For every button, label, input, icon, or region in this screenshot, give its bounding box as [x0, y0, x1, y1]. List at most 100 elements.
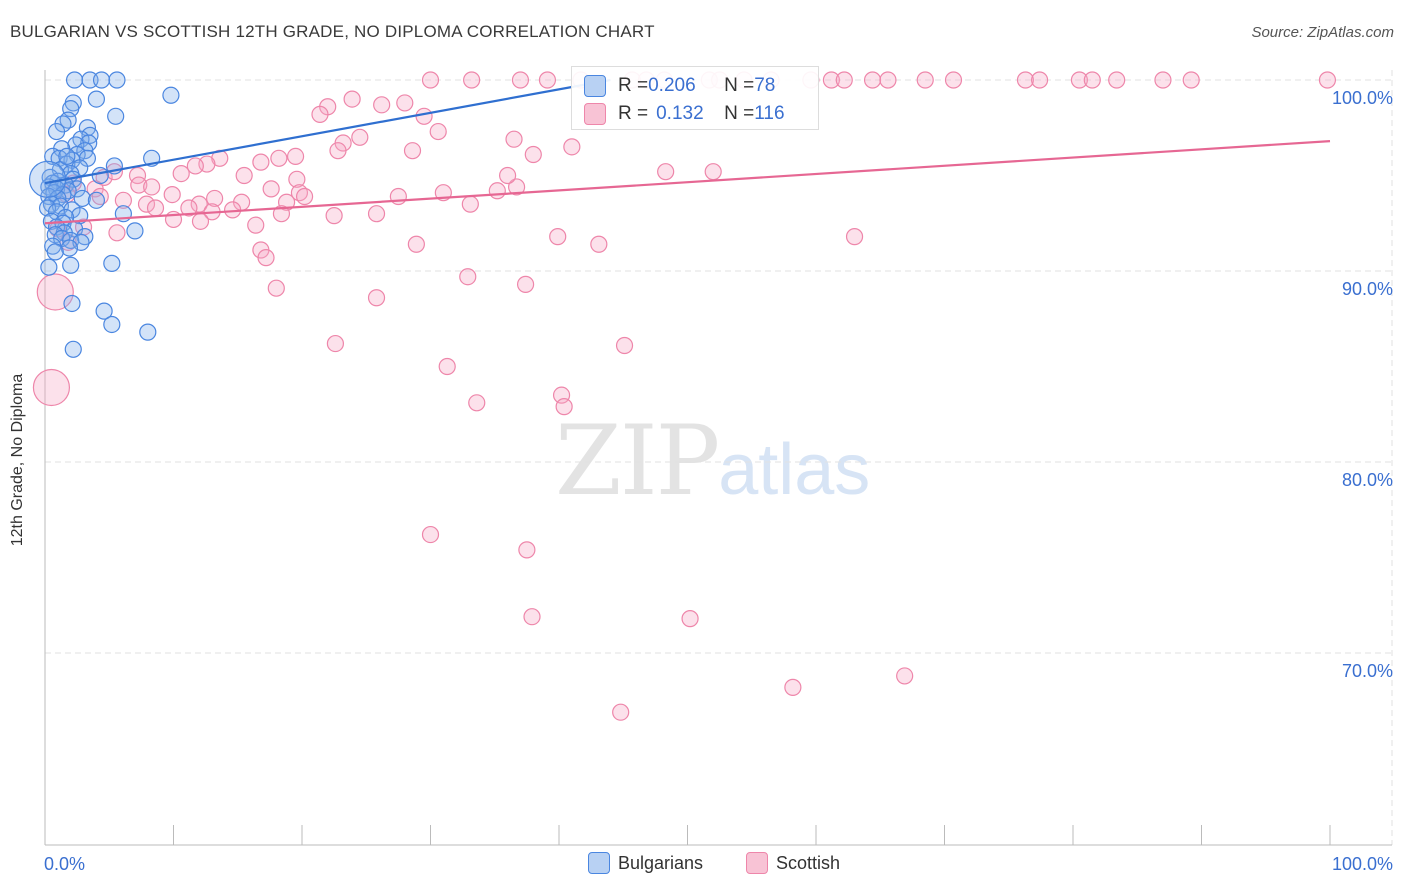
- scottish-point: [421, 525, 440, 544]
- scottish-point: [1182, 71, 1200, 89]
- scottish-point: [916, 71, 934, 89]
- y-tick-label: 80.0%: [1342, 470, 1393, 490]
- scottish-point: [461, 195, 479, 213]
- scottish-point: [879, 71, 897, 89]
- bulgarians-point: [87, 90, 106, 108]
- scottish-point: [286, 147, 305, 165]
- scottish-point: [252, 153, 270, 171]
- bulgarians-point: [91, 166, 109, 185]
- scottish-point: [784, 678, 802, 696]
- scottish-point: [235, 166, 253, 185]
- tick-labels: 70.0% 80.0% 90.0% 100.0% 0.0% 100.0%: [44, 88, 1393, 874]
- scottish-point: [114, 191, 132, 209]
- scottish-point: [463, 71, 481, 89]
- bulgarians-point: [95, 302, 113, 320]
- scottish-point: [247, 216, 265, 234]
- scottish-point: [262, 180, 280, 198]
- legend-label: Scottish: [776, 852, 841, 873]
- scottish-point: [523, 608, 541, 626]
- scottish-point: [325, 207, 343, 225]
- bulgarians-point: [47, 122, 66, 141]
- bulgarians-swatch: [588, 852, 610, 874]
- bulgarians-point: [64, 340, 82, 358]
- scottish-point: [1108, 71, 1126, 89]
- scottish-point: [845, 228, 864, 246]
- scottish-point: [1154, 71, 1172, 89]
- scottish-point: [488, 182, 506, 200]
- bulgarians-point: [108, 71, 126, 89]
- bulgarians-point: [40, 258, 58, 276]
- axes: [44, 70, 1392, 846]
- scottish-point: [326, 334, 345, 353]
- scottish-point: [329, 142, 347, 160]
- bulgarians-trend-line: [44, 78, 611, 185]
- series-scottish: [32, 71, 1337, 721]
- scottish-point: [657, 163, 675, 181]
- scottish-point: [311, 105, 329, 123]
- scottish-swatch: [584, 103, 606, 125]
- y-tick-label: 100.0%: [1332, 88, 1393, 108]
- scottish-point: [295, 187, 314, 206]
- scottish-point: [407, 235, 425, 253]
- scottish-swatch: [746, 852, 768, 874]
- scottish-point: [822, 71, 841, 89]
- scottish-point: [143, 178, 161, 196]
- bulgarians-point: [44, 147, 62, 165]
- bulgarians-point: [139, 323, 157, 341]
- scottish-point: [343, 90, 361, 108]
- r-value: 0.206: [648, 75, 696, 96]
- scottish-point: [137, 195, 156, 213]
- watermark: ZIPatlas: [555, 405, 870, 517]
- scottish-point: [704, 163, 722, 181]
- scottish-trend-line: [44, 140, 1331, 225]
- x-tick-label: 0.0%: [44, 854, 85, 874]
- trend-lines: [44, 78, 1331, 225]
- scottish-point: [459, 268, 477, 286]
- scottish-point: [163, 186, 181, 204]
- scottish-point: [267, 279, 285, 297]
- scottish-point: [563, 138, 581, 156]
- scottish-point: [612, 703, 630, 721]
- scottish-point: [257, 249, 275, 267]
- n-value: 116: [754, 103, 785, 124]
- y-tick-label: 70.0%: [1342, 661, 1393, 681]
- watermark-zip: ZIP: [555, 405, 720, 517]
- bulgarians-point: [103, 315, 121, 334]
- scottish-point: [505, 130, 523, 148]
- scottish-point: [367, 289, 386, 307]
- scottish-point: [288, 170, 306, 188]
- scottish-point: [206, 189, 224, 208]
- scottish-point: [944, 71, 963, 89]
- scottish-point: [1083, 71, 1101, 89]
- scottish-point: [190, 195, 208, 213]
- legend-item-bulgarians[interactable]: Bulgarians: [588, 852, 703, 874]
- legend-item-scottish[interactable]: Scottish: [746, 852, 840, 874]
- scottish-point: [438, 357, 456, 376]
- bulgarians-point: [92, 71, 111, 89]
- bulgarians-point: [73, 189, 91, 208]
- bulgarians-swatch: [584, 75, 606, 97]
- watermark-atlas: atlas: [718, 430, 871, 510]
- bulgarians-point: [60, 239, 79, 257]
- source-label: Source: ZipAtlas.com: [1251, 24, 1394, 41]
- scottish-point: [373, 96, 391, 114]
- scottish-point: [516, 275, 535, 293]
- bulgarians-point: [63, 294, 81, 313]
- scottish-point: [172, 164, 190, 183]
- n-label: N =: [724, 103, 755, 124]
- r-value: 0.132: [656, 103, 704, 124]
- bulgarians-point: [126, 222, 144, 240]
- scottish-point: [108, 224, 126, 242]
- scottish-point: [499, 166, 517, 185]
- scottish-point: [272, 205, 291, 223]
- scottish-point: [180, 199, 198, 217]
- n-value: 78: [754, 75, 776, 96]
- scottish-point: [590, 235, 608, 253]
- scottish-point: [549, 228, 567, 246]
- chart-title: BULGARIAN VS SCOTTISH 12TH GRADE, NO DIP…: [10, 22, 655, 41]
- bulgarians-point: [107, 107, 125, 125]
- bulgarians-point: [38, 199, 57, 217]
- scottish-point: [421, 71, 440, 89]
- scottish-point: [615, 336, 634, 355]
- scottish-point: [835, 71, 853, 89]
